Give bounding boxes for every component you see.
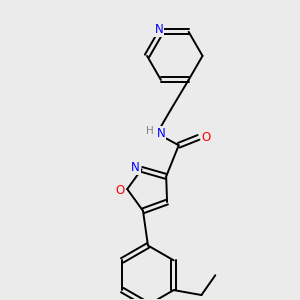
Text: N: N — [157, 127, 165, 140]
Text: O: O — [202, 131, 211, 144]
Text: N: N — [131, 161, 140, 174]
Text: N: N — [154, 23, 163, 36]
Text: O: O — [116, 184, 125, 196]
Text: H: H — [146, 126, 154, 136]
